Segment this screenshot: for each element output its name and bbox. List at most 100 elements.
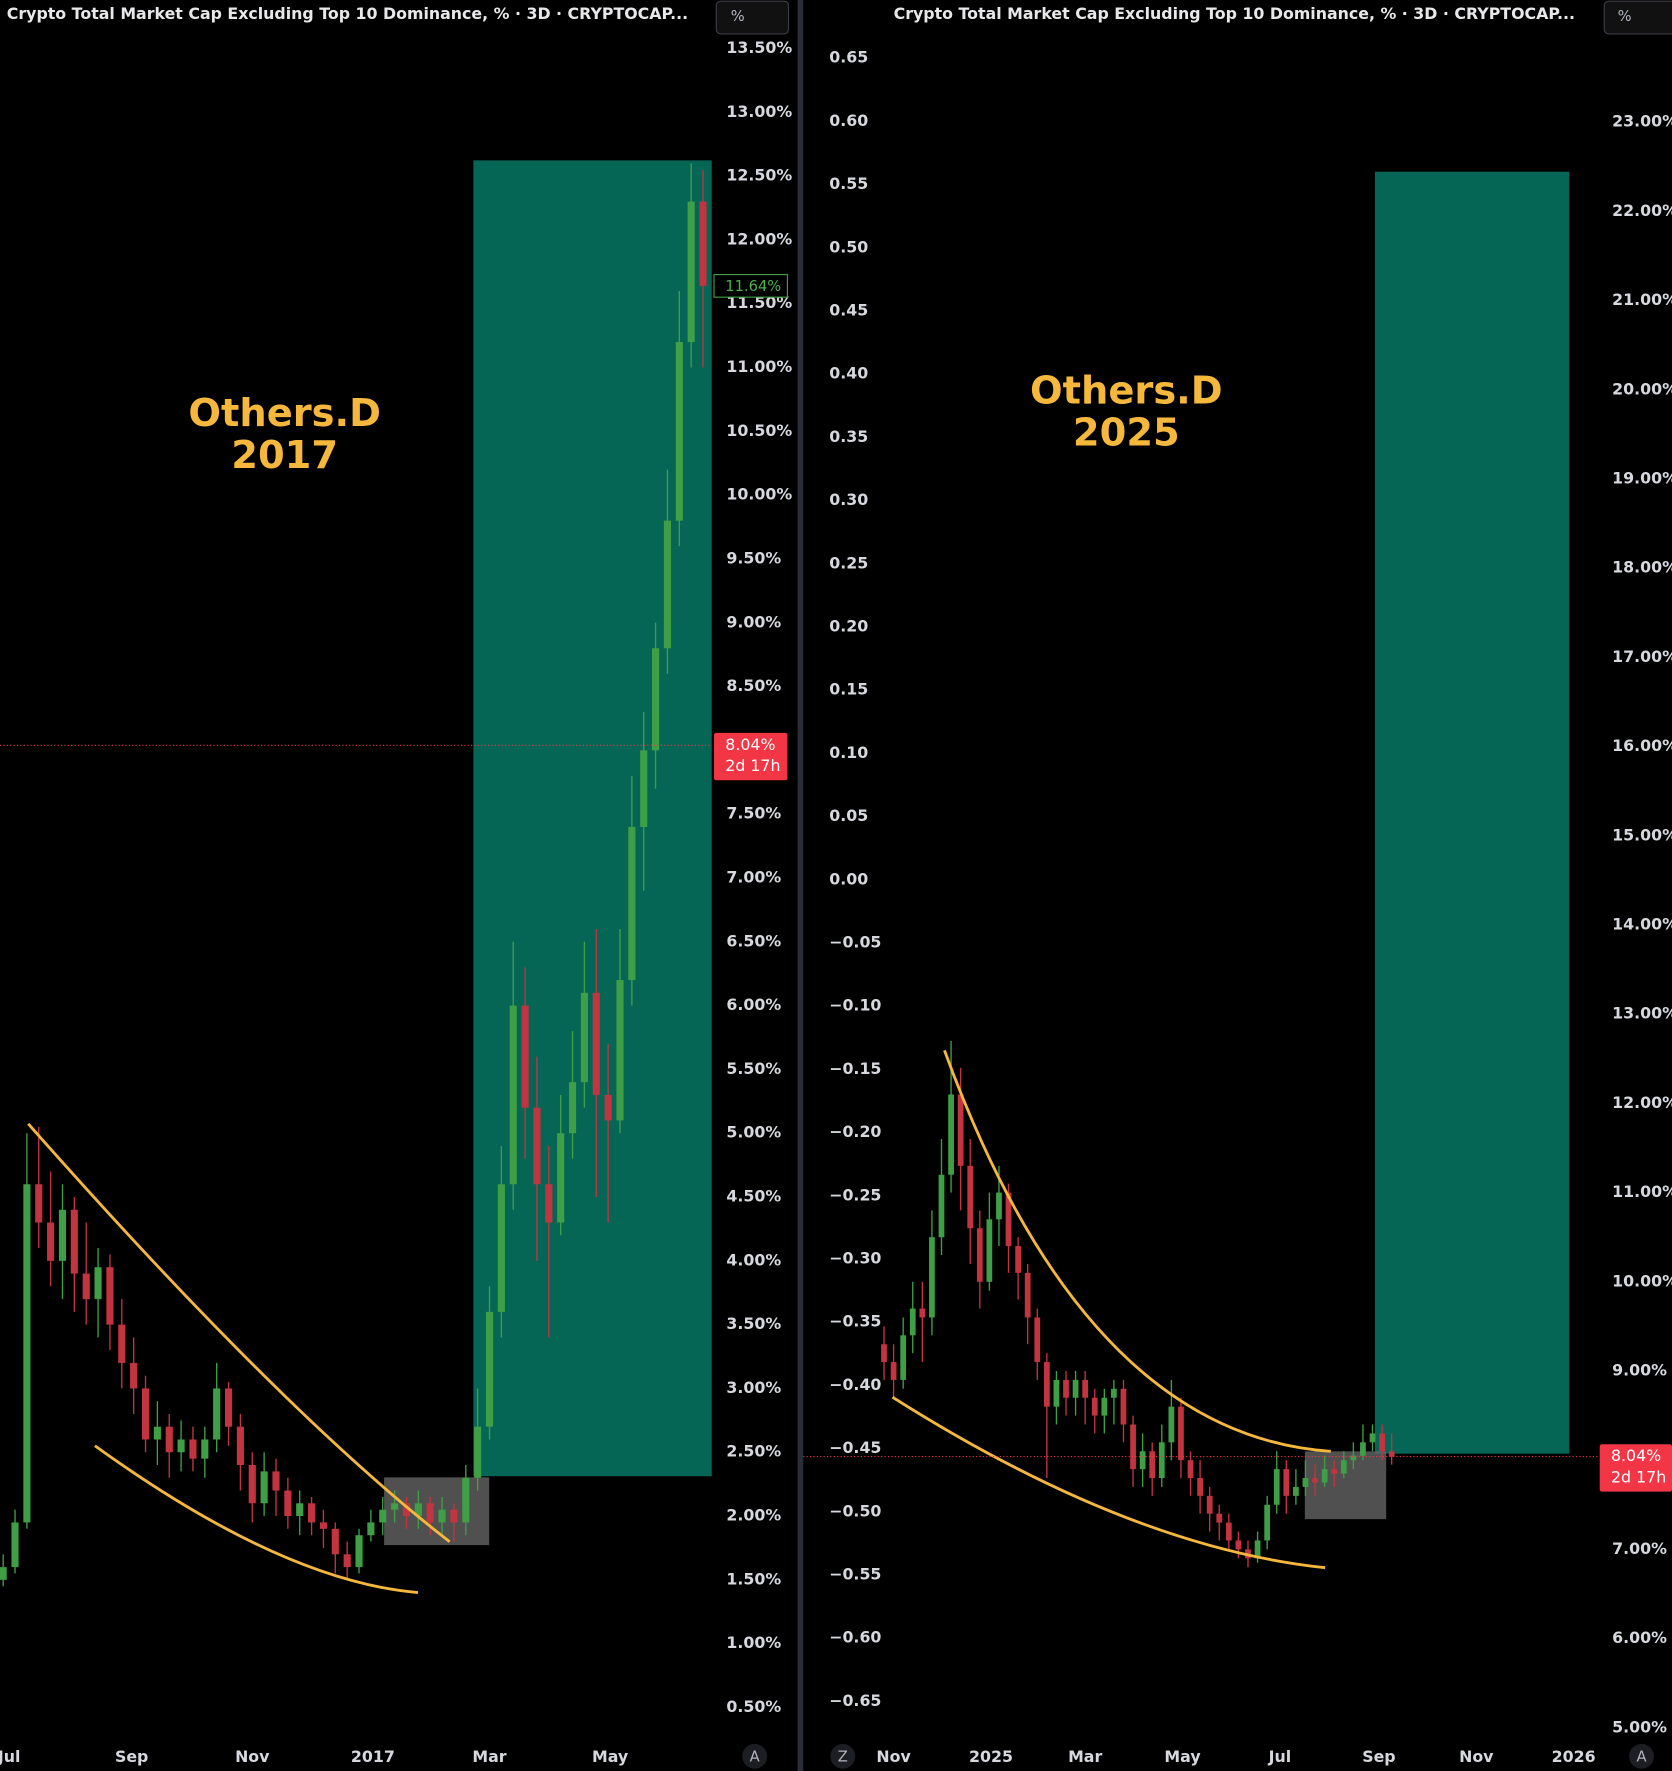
x-tick-label: Sep [1362, 1747, 1395, 1766]
scale-button[interactable] [1603, 0, 1672, 35]
y-tick-label: 0.15 [829, 680, 868, 699]
annotation: 2025 [1073, 410, 1180, 455]
candle-body [1091, 1397, 1098, 1416]
y-tick-label: 0.55 [829, 174, 868, 193]
candle-body [1101, 1397, 1108, 1416]
candle-body [379, 1509, 387, 1523]
y2-tick-label: 11.00% [1612, 1182, 1672, 1201]
auto-button[interactable] [742, 1743, 768, 1769]
candle-body [189, 1439, 197, 1459]
candle-body [1350, 1455, 1357, 1461]
y-tick-label: 0.05 [829, 806, 868, 825]
candle-body [948, 1094, 954, 1175]
zoom-button-label[interactable]: Z [838, 1748, 848, 1765]
x-tick-label: Jul [1268, 1747, 1292, 1766]
candle-body [1043, 1362, 1050, 1407]
candle-body [568, 1082, 577, 1134]
candle-body [1197, 1478, 1203, 1496]
scale-button[interactable] [715, 0, 790, 35]
y-tick-label: 7.00% [726, 867, 781, 886]
trend-curves [27, 1049, 1331, 1594]
price-countdown: 2d 17h [1611, 1468, 1666, 1487]
candle-body [141, 1388, 150, 1440]
candle-body [497, 1184, 505, 1312]
panel-divider [797, 0, 804, 1771]
candle-body [165, 1426, 173, 1453]
y-tick-label: 0.45 [829, 300, 868, 319]
candle-body [628, 826, 636, 981]
price-tag [713, 732, 788, 781]
zoom-button[interactable] [830, 1743, 856, 1769]
auto-button-label[interactable]: A [1636, 1748, 1646, 1765]
annotation: Others.D [1030, 369, 1223, 414]
scale-button-label[interactable]: % [731, 8, 745, 25]
y-tick-label: 9.50% [726, 548, 781, 567]
candle-body [909, 1308, 916, 1336]
candle-body [1331, 1469, 1338, 1474]
plot-marks [0, 163, 1395, 1587]
y-tick-label: 3.50% [726, 1314, 781, 1333]
y-tick-label: −0.65 [829, 1691, 881, 1710]
y-tick-label: −0.30 [829, 1249, 881, 1268]
y-tick-label: 2.00% [726, 1506, 781, 1525]
candle-body [545, 1184, 553, 1223]
y-tick-label: 0.35 [829, 427, 868, 446]
candle-body [1379, 1433, 1385, 1452]
upper-curve [27, 1122, 451, 1543]
chart-title: Crypto Total Market Cap Excluding Top 10… [7, 4, 688, 23]
y2-tick-label: 6.00% [1612, 1628, 1667, 1647]
auto-button[interactable] [1629, 1743, 1654, 1769]
candle-body [986, 1219, 993, 1282]
y-tick-label: 13.50% [726, 38, 792, 57]
candle-body [153, 1426, 161, 1440]
candle-body [1312, 1478, 1318, 1483]
y-tick-label: −0.35 [829, 1312, 881, 1331]
last-price-tag [713, 273, 788, 298]
y-tick-label: −0.25 [829, 1185, 881, 1204]
y-tick-label: 3.00% [726, 1378, 781, 1397]
y-tick-label: −0.55 [829, 1565, 881, 1584]
candle-body [355, 1535, 363, 1568]
candle-body [1235, 1540, 1242, 1550]
candle-body [213, 1388, 221, 1440]
candle-body [1082, 1379, 1089, 1398]
candle-body [881, 1344, 887, 1363]
y2-tick-label: 14.00% [1612, 914, 1672, 933]
x-tick-label: May [592, 1747, 629, 1766]
y-tick-label: 5.50% [726, 1059, 781, 1078]
y-tick-label: −0.60 [829, 1628, 881, 1647]
y2-tick-label: 19.00% [1612, 468, 1672, 487]
x-tick-label: Nov [1459, 1747, 1494, 1766]
scale-button-label[interactable]: % [1618, 8, 1632, 25]
candle-body [929, 1237, 935, 1318]
candle-body [35, 1184, 43, 1223]
candle-body [0, 1567, 7, 1580]
y2-tick-label: 7.00% [1612, 1539, 1667, 1558]
y-tick-label: 0.20 [829, 616, 868, 635]
y-tick-label: −0.50 [829, 1501, 881, 1520]
auto-button-label[interactable]: A [750, 1748, 760, 1765]
y-tick-label: 5.00% [726, 1123, 781, 1142]
candle-body [1149, 1451, 1156, 1479]
y-tick-label: 0.60 [829, 111, 868, 130]
candle-body [1168, 1406, 1175, 1443]
y2-tick-label: 5.00% [1612, 1717, 1667, 1736]
annotation: Others.D [188, 391, 381, 436]
candle-body [106, 1267, 114, 1325]
price-tag-label: 8.04% [1611, 1446, 1661, 1465]
y-tick-label: 1.50% [726, 1569, 781, 1588]
candle-body [616, 980, 624, 1121]
candle-body [1063, 1379, 1069, 1398]
candle-body [272, 1471, 280, 1491]
y-tick-label: 10.50% [726, 421, 792, 440]
candle-body [1005, 1192, 1012, 1247]
candle-body [426, 1503, 434, 1523]
candle-body [640, 750, 648, 827]
candle-body [201, 1439, 209, 1459]
candle-body [938, 1174, 945, 1238]
candle-body [236, 1426, 244, 1466]
chart-title: Crypto Total Market Cap Excluding Top 10… [894, 4, 1575, 23]
y-tick-label: 0.10 [829, 743, 868, 762]
